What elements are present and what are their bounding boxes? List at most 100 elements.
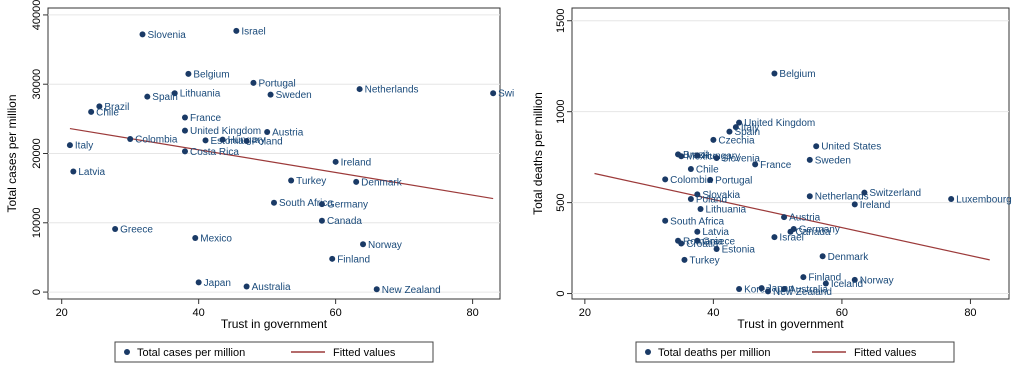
x-tick-label: 80 xyxy=(466,307,478,319)
data-point xyxy=(771,234,778,241)
data-point xyxy=(800,274,807,281)
data-point xyxy=(681,256,688,263)
point-label: Iceland xyxy=(831,279,863,290)
point-label: Israel xyxy=(779,233,803,244)
point-label: Korea xyxy=(744,284,771,295)
data-point xyxy=(360,241,367,248)
data-point xyxy=(318,201,325,208)
point-label: Spain xyxy=(152,92,178,103)
data-point xyxy=(88,108,95,115)
y-tick-label: 40000 xyxy=(31,0,43,30)
point-label: Sweden xyxy=(276,90,312,101)
point-label: Poland xyxy=(696,194,727,205)
data-point xyxy=(678,153,685,160)
x-tick-label: 20 xyxy=(579,307,591,319)
point-label: Denmark xyxy=(828,252,870,263)
data-point xyxy=(697,205,704,212)
legend-box xyxy=(635,341,955,363)
data-point xyxy=(250,79,257,86)
data-point xyxy=(713,245,720,252)
x-tick-label: 40 xyxy=(707,307,719,319)
x-tick-label: 80 xyxy=(964,307,976,319)
point-label: Mexico xyxy=(686,152,718,163)
point-label: Canada xyxy=(327,216,362,227)
point-label: Turkey xyxy=(689,255,719,266)
point-label: Finland xyxy=(337,254,370,265)
point-label: Ireland xyxy=(341,157,372,168)
data-point xyxy=(112,226,119,233)
legend: Total deaths per million Fitted values xyxy=(635,341,955,363)
x-tick-label: 20 xyxy=(56,307,68,319)
data-point xyxy=(765,288,772,295)
y-tick-label: 1000 xyxy=(555,99,567,123)
data-point xyxy=(781,285,788,292)
x-tick-label: 40 xyxy=(193,307,205,319)
point-label: Germany xyxy=(327,200,368,211)
data-point xyxy=(851,201,858,208)
point-label: Lithuania xyxy=(706,204,747,215)
data-point xyxy=(732,124,739,131)
data-point xyxy=(288,177,295,184)
data-point xyxy=(66,142,73,149)
point-label: Latvia xyxy=(78,167,105,178)
point-label: Portugal xyxy=(258,78,295,89)
data-point xyxy=(822,280,829,287)
point-label: Ireland xyxy=(860,200,891,211)
data-point xyxy=(264,129,271,136)
data-point xyxy=(726,128,733,135)
data-point xyxy=(781,214,788,221)
point-label: Finland xyxy=(808,273,841,284)
legend-label-points: Total cases per million xyxy=(137,347,245,359)
point-label: Turkey xyxy=(296,176,326,187)
data-point xyxy=(813,143,820,150)
data-point xyxy=(806,156,813,163)
x-axis-title: Trust in government xyxy=(737,317,844,331)
data-point xyxy=(318,217,325,224)
data-point xyxy=(694,237,701,244)
data-point xyxy=(710,136,717,143)
point-label: United Kingdom xyxy=(744,118,815,129)
point-label: United Kingdom xyxy=(190,126,261,137)
data-point xyxy=(819,253,826,260)
data-point xyxy=(356,86,363,93)
data-point xyxy=(787,228,794,235)
point-label: South Africa xyxy=(670,216,724,227)
data-point xyxy=(736,285,743,292)
point-label: Luxembourg xyxy=(956,194,1012,205)
point-label: Portugal xyxy=(715,175,752,186)
point-label: Latvia xyxy=(702,227,729,238)
point-label: Estonia xyxy=(722,244,756,255)
point-label: Denmark xyxy=(361,177,403,188)
point-label: Greece xyxy=(120,225,153,236)
data-point xyxy=(139,31,146,38)
point-label: France xyxy=(760,160,792,171)
point-label: Australia xyxy=(252,282,291,293)
data-point xyxy=(127,135,134,142)
data-point xyxy=(752,161,759,168)
point-label: Italy xyxy=(741,123,759,134)
data-point xyxy=(948,195,955,202)
point-label: Norway xyxy=(860,275,894,286)
data-point xyxy=(202,137,209,144)
data-point xyxy=(771,70,778,77)
data-point xyxy=(267,91,274,98)
y-tick-label: 1500 xyxy=(555,8,567,32)
point-label: Slovenia xyxy=(722,154,761,165)
data-point xyxy=(736,119,743,126)
y-axis-title: Total cases per million xyxy=(5,94,19,212)
legend-label-fit: Fitted values xyxy=(333,347,396,359)
point-label: Belgium xyxy=(193,69,229,80)
point-label: Norway xyxy=(368,240,402,251)
point-label: New Zealand xyxy=(382,285,441,296)
point-label: Hungary xyxy=(702,151,740,162)
legend: Total cases per million Fitted values xyxy=(114,341,434,363)
point-label: Swi xyxy=(498,89,514,100)
point-label: Mexico xyxy=(200,234,232,245)
legend-point-marker xyxy=(645,349,651,355)
point-label: Slovakia xyxy=(702,190,740,201)
point-label: France xyxy=(190,113,222,124)
data-point xyxy=(192,235,199,242)
data-point xyxy=(181,148,188,155)
data-point xyxy=(144,93,151,100)
